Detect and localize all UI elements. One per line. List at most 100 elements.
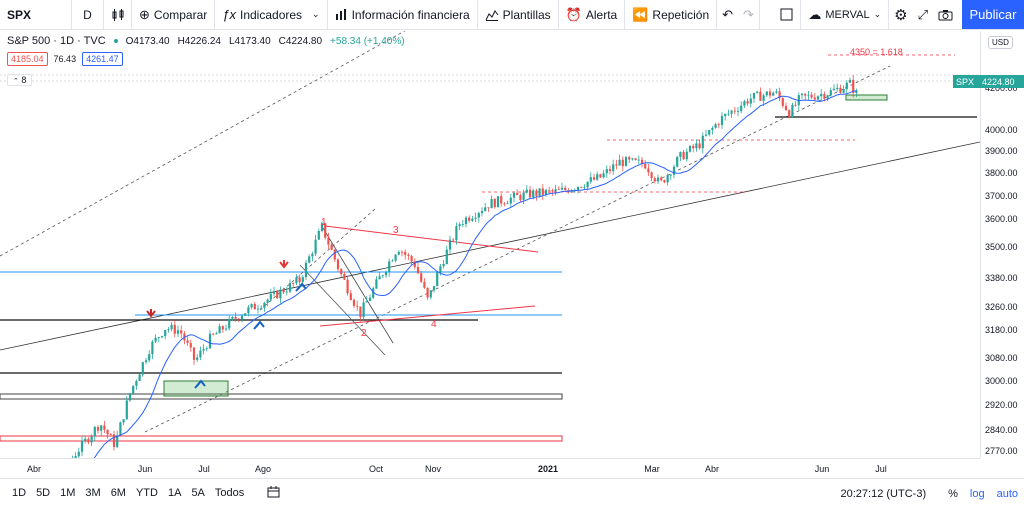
percent-scale-toggle[interactable]: % [948, 487, 958, 500]
sell-price-box[interactable]: 4185.04 [7, 52, 48, 66]
candle-body [768, 91, 772, 96]
candle-body [538, 188, 541, 196]
candle-body [496, 196, 500, 208]
price-chart[interactable]: 1 2 3 4 4350 = 1.618 [0, 31, 980, 458]
spread-value: 76.43 [53, 54, 77, 64]
range-button-5d[interactable]: 5D [36, 487, 51, 499]
range-button-todos[interactable]: Todos [214, 487, 245, 499]
candle-body [132, 385, 135, 394]
price-tick-label: 3000.00 [985, 376, 1018, 386]
candle-body [477, 213, 480, 218]
undo-button[interactable]: ↶ [717, 0, 738, 30]
clock[interactable]: 20:27:12 (UTC-3) [840, 487, 927, 500]
indicators-collapse-button[interactable]: ⌃ 8 [7, 74, 33, 86]
time-axis[interactable]: Abr Jun Jul Ago Oct Nov 2021 Mar Abr Jun Jul [0, 458, 980, 478]
alert-button[interactable]: ⏰ Alerta [559, 0, 626, 30]
indicators-button[interactable]: ƒx Indicadores ⌄ [215, 0, 328, 30]
candle-body [327, 237, 330, 245]
candle-body [266, 299, 269, 303]
candle-body [583, 187, 586, 189]
candle-body [170, 324, 173, 330]
range-button-3m[interactable]: 3M [85, 487, 101, 499]
candle-body [720, 116, 724, 125]
candlesticks [71, 75, 858, 458]
caret-up-icon: ⌃ [13, 78, 19, 85]
replay-button[interactable]: ⏪ Repetición [625, 0, 718, 30]
settings-button[interactable]: ⚙ [889, 0, 912, 30]
candle-body [608, 169, 612, 172]
candle-body [727, 113, 730, 115]
goto-date-icon[interactable] [267, 485, 280, 501]
fullscreen-layout-button[interactable] [773, 0, 802, 30]
triangle-top-line [324, 225, 539, 253]
compare-button[interactable]: ⊕ Comparar [132, 0, 216, 30]
publish-button[interactable]: Publicar [962, 0, 1024, 29]
interval-button[interactable]: D [72, 0, 104, 30]
candle-body [480, 211, 484, 214]
candle-body [365, 300, 368, 303]
candle-body [516, 192, 519, 196]
auto-scale-toggle[interactable]: auto [996, 487, 1018, 500]
symbol-description[interactable]: S&P 500 · 1D · TVC [7, 35, 106, 47]
candle-body [141, 362, 144, 375]
expand-button[interactable]: ⤢ [913, 0, 933, 30]
price-tick-label: 3600.00 [985, 214, 1018, 224]
candle-body [416, 266, 420, 274]
candle-body [388, 261, 391, 272]
range-button-1d[interactable]: 1D [12, 487, 27, 499]
wave-label-4: 4 [431, 319, 437, 330]
currency-badge[interactable]: USD [988, 36, 1013, 49]
price-tick-label: 3500.00 [985, 242, 1018, 252]
candle-body [816, 96, 820, 100]
candle-body [276, 291, 279, 299]
candle-body [340, 269, 343, 275]
log-scale-toggle[interactable]: log [969, 487, 985, 500]
candle-body [490, 199, 493, 209]
range-button-ytd[interactable]: YTD [135, 487, 158, 499]
candle-body [762, 95, 765, 101]
time-tick-label: Jul [198, 464, 210, 474]
range-button-1m[interactable]: 1M [60, 487, 76, 499]
candle-body [647, 168, 650, 173]
candle-body [151, 341, 154, 355]
candle-body [752, 92, 756, 99]
price-axis[interactable]: 4200.00 4000.00 3900.00 3800.00 3700.00 3600.… [980, 31, 1024, 458]
financials-button[interactable]: Información financiera [328, 0, 478, 30]
symbol-search-button[interactable]: SPX [0, 0, 72, 30]
candle-body [304, 262, 308, 278]
candle-body [637, 159, 640, 161]
fib-target-label: 4350 = 1.618 [850, 47, 903, 57]
candle-body [439, 266, 442, 273]
buy-price-box[interactable]: 4261.47 [82, 52, 123, 66]
templates-icon [485, 8, 499, 21]
candle-body [384, 271, 388, 276]
candle-body [423, 281, 426, 288]
candle-body [301, 277, 304, 282]
time-tick-label: Jun [814, 464, 830, 474]
screenshot-button[interactable] [933, 0, 958, 30]
cloud-icon: ☁ [808, 6, 822, 22]
candle-body [432, 286, 436, 291]
candle-body [311, 253, 314, 257]
time-tick-label: 2021 [537, 464, 559, 474]
range-button-5a[interactable]: 5A [191, 487, 205, 499]
channel-line [259, 208, 376, 311]
range-button-6m[interactable]: 6M [110, 487, 126, 499]
candle-body [714, 124, 717, 128]
redo-button[interactable]: ↷ [738, 0, 760, 30]
candle-body [740, 105, 743, 112]
candle-body [167, 329, 170, 330]
candle-body [461, 224, 464, 225]
plus-circle-icon: ⊕ [139, 6, 150, 22]
range-button-1a[interactable]: 1A [167, 487, 182, 499]
candle-body [464, 217, 468, 225]
templates-button[interactable]: Plantillas [478, 0, 559, 30]
rewind-icon: ⏪ [632, 6, 649, 22]
candle-body [759, 91, 762, 101]
layout-select[interactable]: ☁ MERVAL ⌄ [801, 0, 890, 30]
symbol-label: SPX [7, 7, 32, 22]
candle-body [685, 151, 688, 160]
candle-body [119, 422, 122, 436]
chart-style-button[interactable] [104, 0, 132, 30]
candle-body [807, 94, 810, 96]
